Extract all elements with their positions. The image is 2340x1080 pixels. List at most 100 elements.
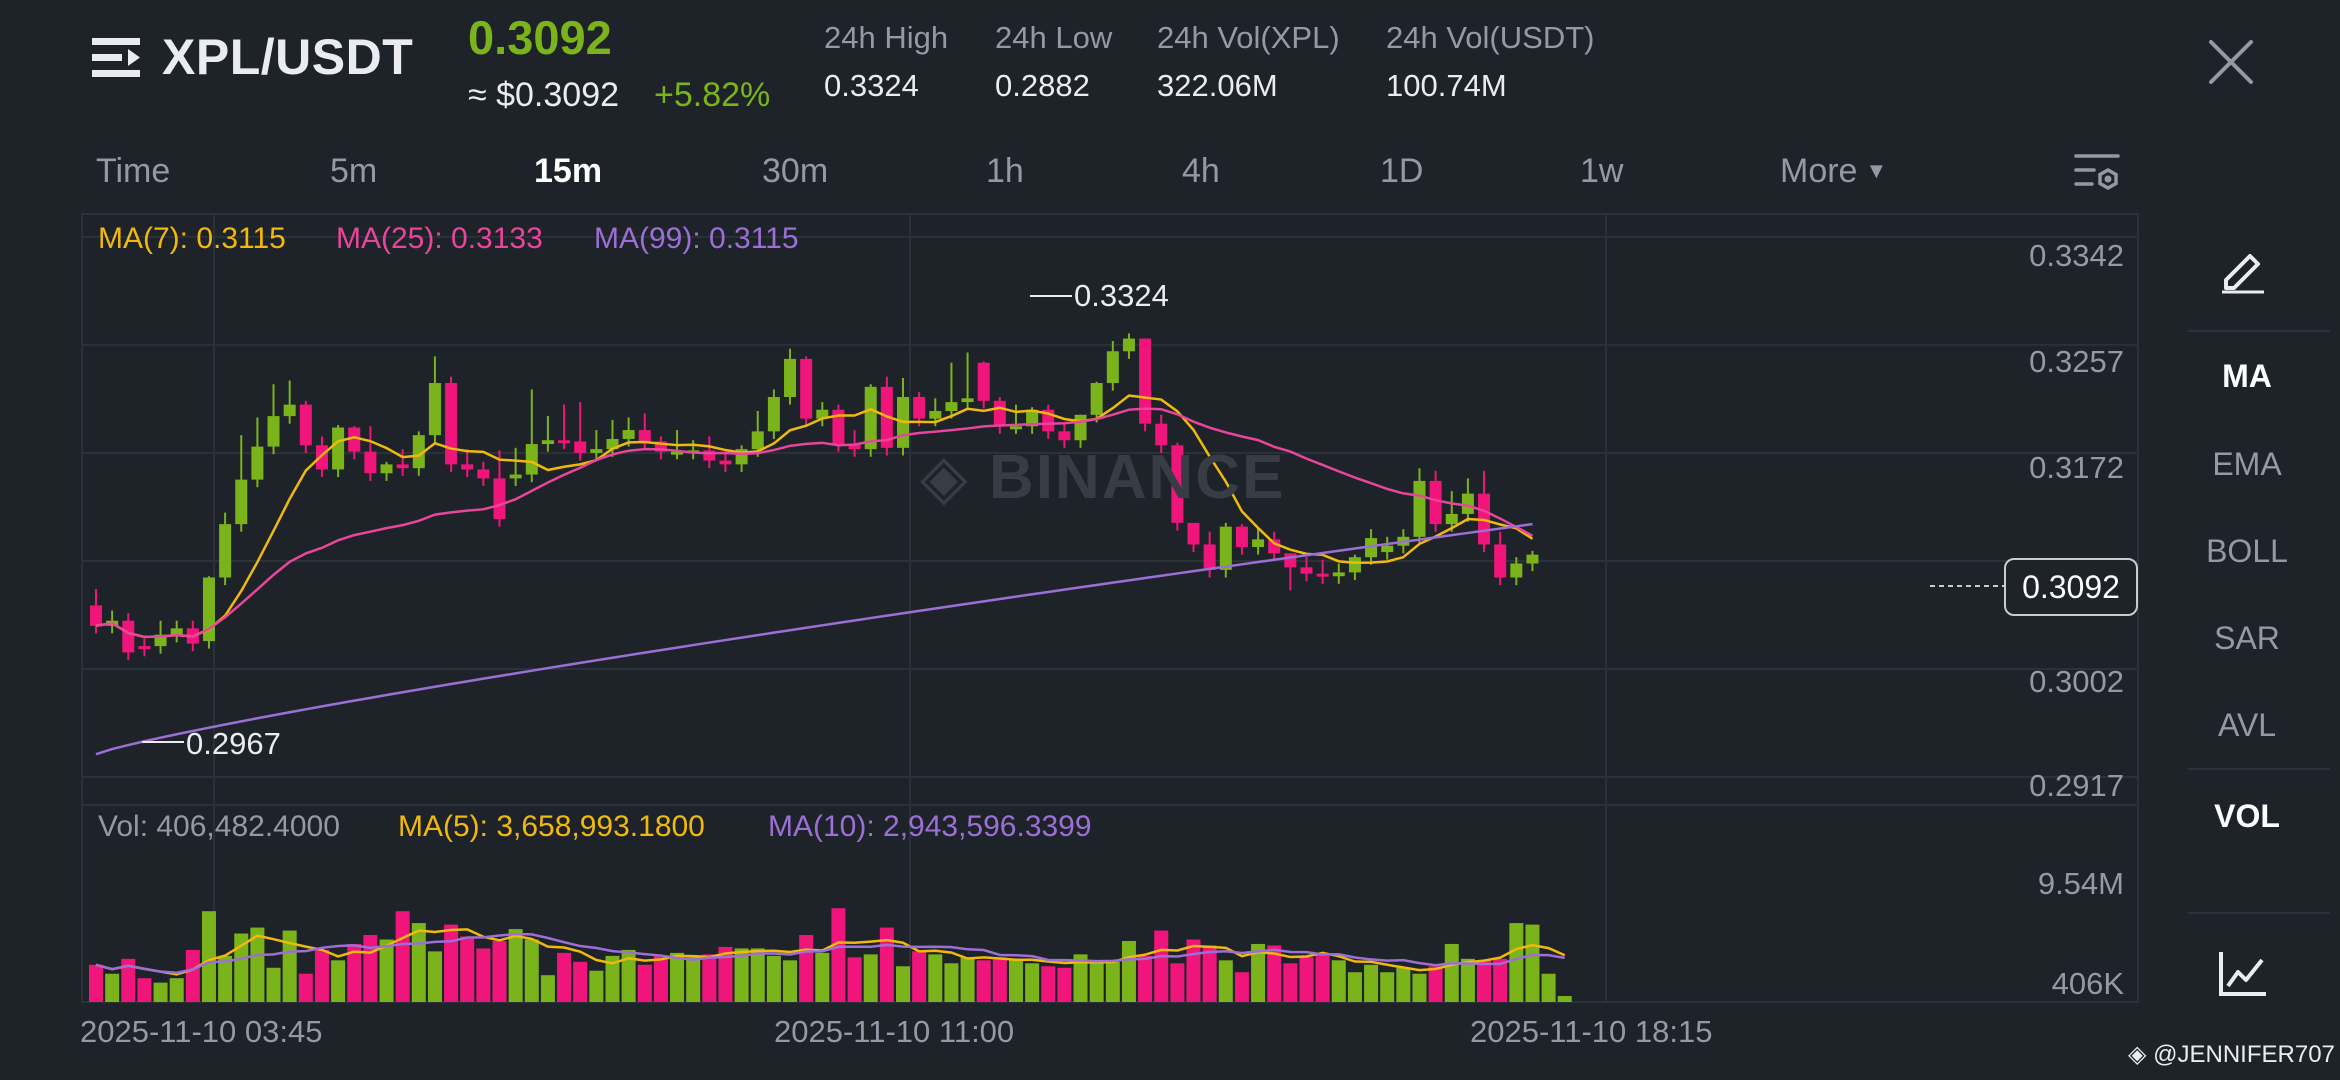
caret-down-icon: ▼ [1865, 158, 1888, 183]
side-sar[interactable]: SAR [2214, 620, 2280, 656]
volume-bar [1073, 954, 1088, 1002]
tab-more-label: More [1780, 152, 1858, 190]
tab-4h[interactable]: 4h [1182, 152, 1220, 190]
tab-time[interactable]: Time [96, 152, 171, 190]
volume-bar [1315, 954, 1330, 1002]
candle-body [1365, 538, 1378, 558]
candle-body [412, 435, 425, 469]
candle-body [1187, 522, 1200, 545]
volume-bar [331, 960, 346, 1002]
volume-bar [1234, 972, 1249, 1002]
time-tick: 2025-11-10 18:15 [1470, 1014, 1713, 1049]
volume-bar [718, 946, 733, 1002]
candle-body [525, 444, 538, 475]
low-marker-label: 0.2967 [186, 726, 281, 761]
candle-body [332, 427, 345, 470]
candle-body [929, 411, 942, 419]
volume-bar [912, 951, 927, 1002]
binance-logo-icon: ◈ [920, 443, 970, 512]
volume-bar [976, 960, 991, 1002]
volume-bar [1251, 943, 1266, 1002]
candle-body [993, 400, 1006, 427]
volume-bar [621, 949, 636, 1002]
candle-body [1494, 544, 1507, 578]
candle-body [1009, 426, 1022, 430]
price-tick: 0.3002 [2029, 664, 2124, 699]
candle-body [1268, 539, 1281, 554]
candle-body [267, 416, 280, 447]
side-boll[interactable]: BOLL [2206, 533, 2288, 569]
candle-body [235, 479, 248, 525]
volume-bar [783, 960, 798, 1002]
line-chart-icon[interactable] [2216, 948, 2270, 1000]
candle-body [751, 431, 764, 450]
volume-bar [1283, 963, 1298, 1002]
candle-body [1445, 513, 1458, 525]
side-ema[interactable]: EMA [2212, 446, 2282, 482]
volume-bar [298, 973, 313, 1002]
volume-bar [169, 978, 184, 1002]
volume-bar [1396, 967, 1411, 1002]
volume-tick: 406K [2051, 966, 2124, 1001]
chart-settings-icon[interactable] [2072, 150, 2122, 196]
volume-bar [395, 911, 410, 1002]
volume-bar [896, 966, 910, 1002]
candle-body [170, 628, 183, 635]
candle-body [622, 430, 635, 439]
side-ma[interactable]: MA [2222, 358, 2272, 394]
tab-5m[interactable]: 5m [330, 152, 378, 190]
candle-body [1510, 563, 1523, 578]
volume-bar [670, 952, 685, 1002]
volume-bar [1089, 960, 1104, 1002]
candle-body [1074, 414, 1087, 441]
candle-body [1429, 480, 1442, 525]
candle-body [251, 446, 264, 480]
time-tick: 2025-11-10 03:45 [80, 1014, 323, 1049]
menu-icon[interactable] [90, 34, 146, 82]
tab-1d[interactable]: 1D [1380, 152, 1424, 190]
candle-body [1316, 573, 1329, 577]
volume-bar [363, 935, 378, 1002]
volume-bar [476, 948, 491, 1002]
candle-body [848, 444, 861, 450]
stat-24h-vol-xpl-label: 24h Vol(XPL) [1157, 20, 1340, 55]
volume-bar [1057, 967, 1072, 1002]
volume-bar [1460, 958, 1475, 1002]
stat-24h-vol-usdt-value: 100.74M [1386, 68, 1507, 103]
volume-bar [121, 958, 136, 1002]
time-tick: 2025-11-10 11:00 [774, 1014, 1015, 1049]
side-vol[interactable]: VOL [2214, 798, 2280, 834]
pencil-icon[interactable] [2216, 244, 2270, 294]
volume-bar [1509, 923, 1524, 1002]
volume-bar [799, 935, 814, 1002]
tab-1w[interactable]: 1w [1580, 152, 1624, 190]
volume-ma10-line [95, 932, 1565, 974]
ma99-line [95, 522, 1533, 756]
candle-body [638, 430, 651, 442]
candle-body [913, 397, 926, 419]
volume-bar [944, 963, 959, 1002]
side-avl[interactable]: AVL [2217, 707, 2277, 743]
volume-bar [1525, 924, 1540, 1002]
legend-ma99: MA(99): 0.3115 [594, 222, 799, 255]
tab-15m[interactable]: 15m [534, 152, 603, 190]
price-tick: 0.3172 [2029, 450, 2124, 485]
volume-bar [1267, 945, 1282, 1002]
close-icon[interactable] [2205, 36, 2257, 88]
volume-bar [444, 924, 459, 1002]
volume-bar [1186, 939, 1201, 1002]
volume-bar [589, 970, 604, 1002]
tab-30m[interactable]: 30m [762, 152, 829, 190]
stat-24h-high-label: 24h High [824, 20, 949, 55]
volume-bar [960, 957, 975, 1002]
candle-body [428, 383, 441, 436]
volume-bar [524, 939, 539, 1002]
candle-body [1235, 526, 1248, 547]
tab-more[interactable]: More ▼ [1780, 152, 1887, 191]
pair-title[interactable]: XPL/USDT [162, 29, 414, 85]
tab-1h[interactable]: 1h [986, 152, 1024, 190]
volume-bar [347, 943, 362, 1002]
candle-body [832, 409, 845, 445]
candle-body [315, 445, 328, 470]
